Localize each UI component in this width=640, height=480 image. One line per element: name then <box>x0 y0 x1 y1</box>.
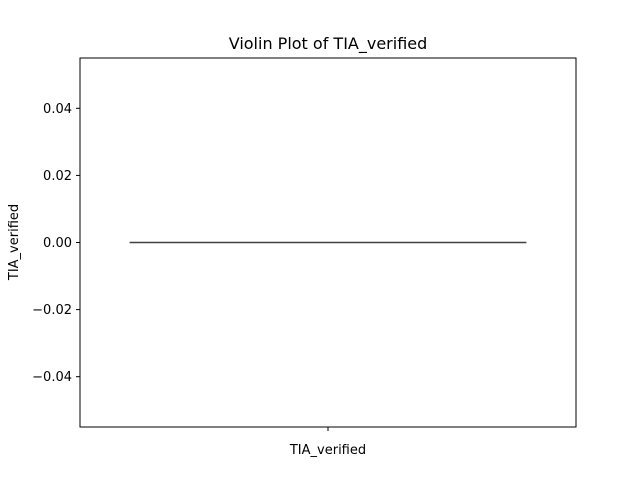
y-tick-label: −0.02 <box>32 303 72 318</box>
x-tick-label: TIA_verified <box>289 443 366 458</box>
chart-title: Violin Plot of TIA_verified <box>229 34 428 54</box>
x-axis-ticks: TIA_verified <box>289 427 366 458</box>
y-axis-label: TIA_verified <box>7 204 22 281</box>
y-tick-label: 0.02 <box>43 169 72 184</box>
y-tick-label: 0.00 <box>43 236 72 251</box>
y-tick-label: 0.04 <box>43 102 72 117</box>
y-axis-ticks: −0.04 −0.02 0.00 0.02 0.04 <box>32 102 80 385</box>
y-tick-label: −0.04 <box>32 370 72 385</box>
